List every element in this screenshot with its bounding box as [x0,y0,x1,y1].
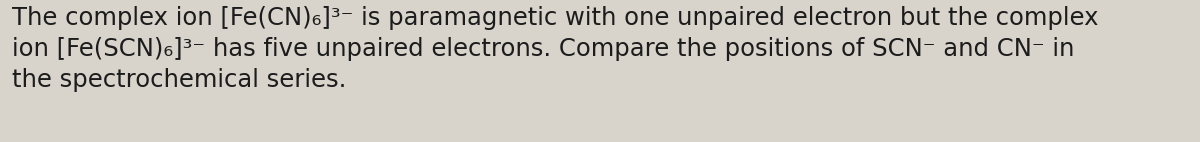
Text: The complex ion [Fe(CN)₆]³⁻ is paramagnetic with one unpaired electron but the c: The complex ion [Fe(CN)₆]³⁻ is paramagne… [12,6,1098,92]
